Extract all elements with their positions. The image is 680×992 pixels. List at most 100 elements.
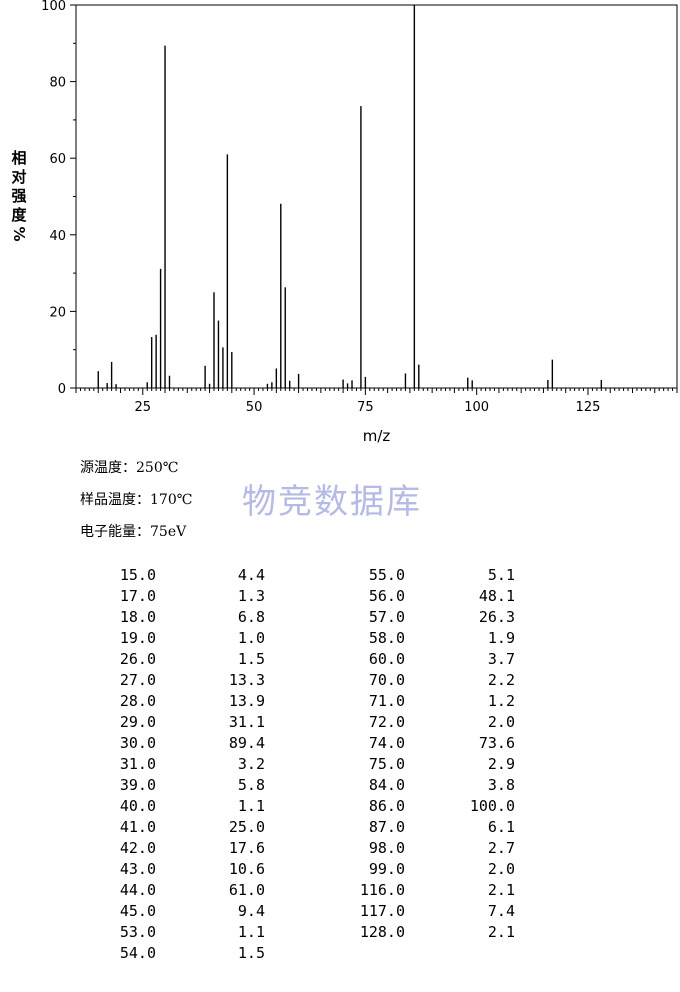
intensity-cell: 13.3 bbox=[228, 670, 265, 689]
intensity-cell: 2.0 bbox=[487, 859, 515, 878]
mz-cell: 75.0 bbox=[368, 754, 405, 773]
mz-cell: 18.0 bbox=[119, 607, 156, 626]
mz-cell: 43.0 bbox=[119, 859, 156, 878]
table-row: 43.0 10.6 99.0 2.0 bbox=[98, 858, 515, 879]
table-row: 45.0 9.4 117.0 7.4 bbox=[98, 900, 515, 921]
intensity-cell: 2.9 bbox=[487, 754, 515, 773]
table-row: 44.0 61.0 116.0 2.1 bbox=[98, 879, 515, 900]
y-axis-label-char: 度 bbox=[11, 206, 27, 224]
intensity-cell bbox=[405, 942, 515, 963]
intensity-cell: 100.0 bbox=[469, 796, 515, 815]
x-tick-label: 75 bbox=[357, 400, 374, 415]
electron-energy: 电子能量：75eV bbox=[80, 524, 187, 540]
intensity-cell: 9.4 bbox=[237, 901, 265, 920]
y-tick-label: 80 bbox=[49, 76, 66, 91]
table-row: 18.0 6.8 57.0 26.3 bbox=[98, 606, 515, 627]
mz-cell: 40.0 bbox=[119, 796, 156, 815]
mz-cell: 58.0 bbox=[368, 628, 405, 647]
intensity-cell: 31.1 bbox=[228, 712, 265, 731]
table-row: 17.0 1.3 56.0 48.1 bbox=[98, 585, 515, 606]
intensity-cell: 1.3 bbox=[237, 586, 265, 605]
table-row: 42.0 17.6 98.0 2.7 bbox=[98, 837, 515, 858]
intensity-cell: 1.1 bbox=[237, 796, 265, 815]
mz-cell: 117.0 bbox=[359, 901, 405, 920]
mz-cell: 71.0 bbox=[368, 691, 405, 710]
mz-cell: 70.0 bbox=[368, 670, 405, 689]
mz-cell: 86.0 bbox=[368, 796, 405, 815]
intensity-cell: 10.6 bbox=[228, 859, 265, 878]
watermark: 物竞数据库 bbox=[242, 482, 422, 522]
table-row: 30.0 89.4 74.0 73.6 bbox=[98, 732, 515, 753]
intensity-cell: 6.1 bbox=[487, 817, 515, 836]
intensity-cell: 1.1 bbox=[237, 922, 265, 941]
intensity-cell: 25.0 bbox=[228, 817, 265, 836]
table-row: 27.0 13.3 70.0 2.2 bbox=[98, 669, 515, 690]
intensity-cell: 89.4 bbox=[228, 733, 265, 752]
intensity-cell: 48.1 bbox=[478, 586, 515, 605]
mz-cell: 57.0 bbox=[368, 607, 405, 626]
y-tick-label: 0 bbox=[58, 382, 66, 397]
mz-cell: 60.0 bbox=[368, 649, 405, 668]
table-row: 29.0 31.1 72.0 2.0 bbox=[98, 711, 515, 732]
mz-cell: 128.0 bbox=[359, 922, 405, 941]
x-tick-label: 125 bbox=[576, 400, 601, 415]
x-tick-label: 50 bbox=[246, 400, 263, 415]
table-row: 54.0 1.5 bbox=[98, 942, 515, 963]
mz-cell: 55.0 bbox=[368, 565, 405, 584]
table-row: 40.0 1.1 86.0 100.0 bbox=[98, 795, 515, 816]
intensity-cell: 7.4 bbox=[487, 901, 515, 920]
sample-temperature: 样品温度：170℃ bbox=[80, 492, 193, 508]
table-row: 31.0 3.2 75.0 2.9 bbox=[98, 753, 515, 774]
table-row: 26.0 1.5 60.0 3.7 bbox=[98, 648, 515, 669]
intensity-cell: 61.0 bbox=[228, 880, 265, 899]
intensity-cell: 1.5 bbox=[237, 943, 265, 962]
mz-cell: 54.0 bbox=[119, 943, 156, 962]
mz-cell: 17.0 bbox=[119, 586, 156, 605]
intensity-cell: 2.7 bbox=[487, 838, 515, 857]
mz-cell: 56.0 bbox=[368, 586, 405, 605]
y-axis-label-char: 相 bbox=[11, 149, 26, 167]
mz-cell: 30.0 bbox=[119, 733, 156, 752]
mz-cell: 41.0 bbox=[119, 817, 156, 836]
intensity-cell: 2.1 bbox=[487, 880, 515, 899]
mz-cell bbox=[265, 942, 405, 963]
y-tick-label: 60 bbox=[49, 152, 66, 167]
intensity-cell: 6.8 bbox=[237, 607, 265, 626]
intensity-cell: 1.2 bbox=[487, 691, 515, 710]
y-tick-label: 100 bbox=[41, 0, 66, 14]
intensity-cell: 26.3 bbox=[478, 607, 515, 626]
x-tick-label: 100 bbox=[464, 400, 489, 415]
mz-cell: 44.0 bbox=[119, 880, 156, 899]
mz-cell: 29.0 bbox=[119, 712, 156, 731]
mz-cell: 42.0 bbox=[119, 838, 156, 857]
y-tick-label: 20 bbox=[49, 305, 66, 320]
intensity-cell: 1.9 bbox=[487, 628, 515, 647]
mz-cell: 98.0 bbox=[368, 838, 405, 857]
mz-cell: 116.0 bbox=[359, 880, 405, 899]
mz-cell: 53.0 bbox=[119, 922, 156, 941]
x-axis-label: m/z bbox=[363, 427, 391, 445]
mz-cell: 15.0 bbox=[119, 565, 156, 584]
intensity-cell: 1.5 bbox=[237, 649, 265, 668]
table-row: 53.0 1.1 128.0 2.1 bbox=[98, 921, 515, 942]
x-tick-label: 25 bbox=[135, 400, 152, 415]
mz-cell: 27.0 bbox=[119, 670, 156, 689]
intensity-cell: 2.0 bbox=[487, 712, 515, 731]
mz-cell: 99.0 bbox=[368, 859, 405, 878]
table-row: 41.0 25.0 87.0 6.1 bbox=[98, 816, 515, 837]
plot-frame bbox=[75, 4, 678, 389]
mz-cell: 45.0 bbox=[119, 901, 156, 920]
mz-cell: 39.0 bbox=[119, 775, 156, 794]
intensity-cell: 1.0 bbox=[237, 628, 265, 647]
y-axis-label-char: 强 bbox=[11, 187, 26, 205]
intensity-cell: 73.6 bbox=[478, 733, 515, 752]
mz-cell: 72.0 bbox=[368, 712, 405, 731]
mz-cell: 26.0 bbox=[119, 649, 156, 668]
mz-cell: 31.0 bbox=[119, 754, 156, 773]
intensity-cell: 2.1 bbox=[487, 922, 515, 941]
intensity-cell: 3.8 bbox=[487, 775, 515, 794]
table-row: 28.0 13.9 71.0 1.2 bbox=[98, 690, 515, 711]
intensity-cell: 3.7 bbox=[487, 649, 515, 668]
intensity-cell: 13.9 bbox=[228, 691, 265, 710]
source-temperature: 源温度：250℃ bbox=[80, 460, 179, 476]
